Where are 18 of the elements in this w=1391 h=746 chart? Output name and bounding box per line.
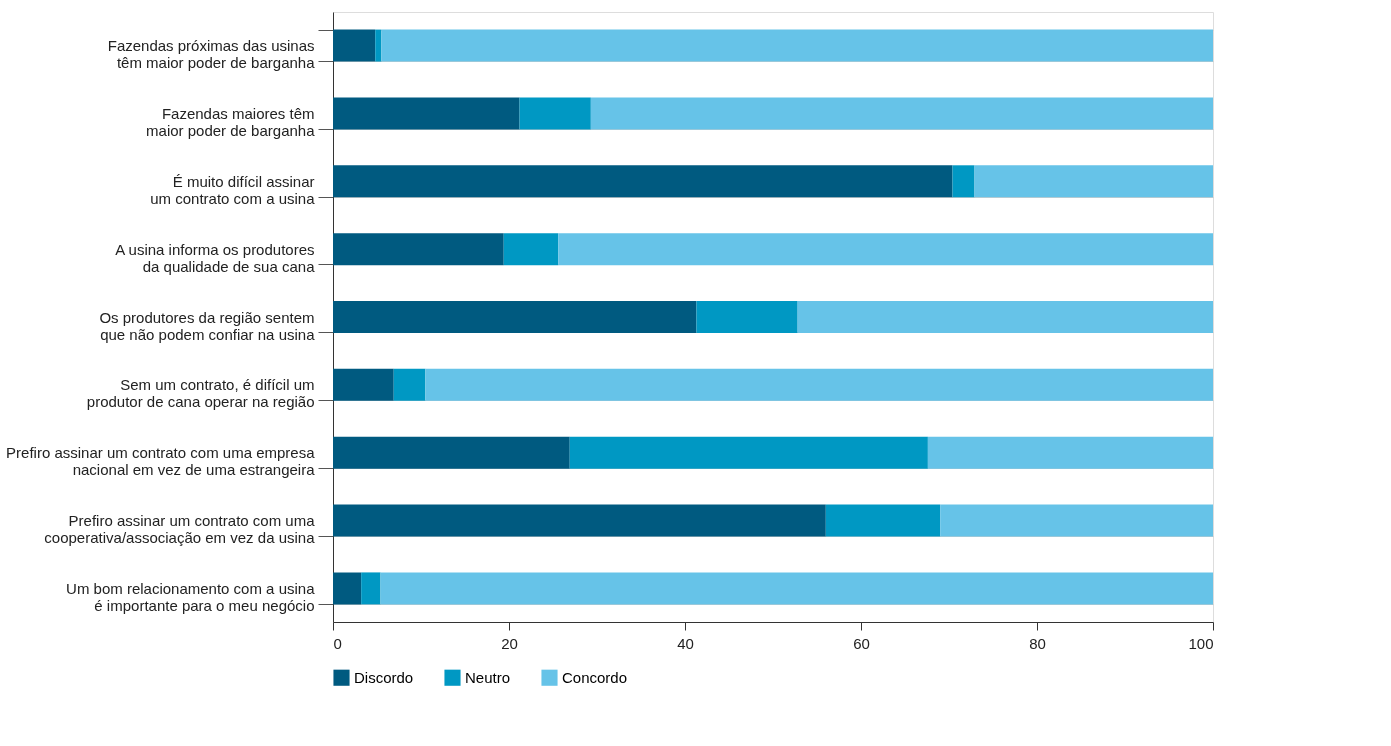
legend-label: Neutro [465,668,511,686]
x-tick-label: 20 [501,634,518,652]
x-tick-label: 80 [1029,634,1046,652]
y-tick-label: Fazendas próximas das usinas têm maior poder de barganha [107,37,316,72]
x-tick-label: 40 [677,634,694,652]
y-tick-label: Um bom relacionamento com a usina é importante para o meu negócio [66,579,316,614]
y-tick-label: Os produtores da região sentem que não podem confiar na usina [99,308,316,343]
x-tick-label: 100 [1188,634,1214,652]
y-tick-label: Prefiro assinar um contrato com uma cooperativa/associação em vez da usina [44,512,316,547]
legend-label: Concordo [562,668,628,686]
y-tick-label: A usina informa os produtores da qualidade de sua cana [115,240,316,275]
y-tick-label: É muito difícil assinar um contrato com a usina [150,172,316,207]
x-tick-label: 0 [333,634,342,652]
legend-label: Discordo [354,668,414,686]
y-tick-label: Fazendas maiores têm maior poder de barganha [146,104,316,139]
x-tick-label: 60 [853,634,870,652]
y-tick-label: Prefiro assinar um contrato com uma empresa nacional em vez de uma estrangeira [6,444,316,479]
y-tick-label: Sem um contrato, é difícil um produtor de cana operar na região [86,376,315,411]
